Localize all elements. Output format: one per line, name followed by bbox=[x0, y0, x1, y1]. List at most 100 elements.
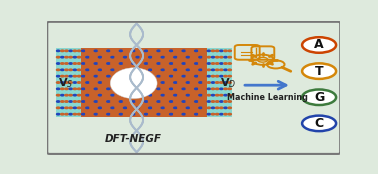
Circle shape bbox=[169, 56, 173, 58]
Text: Machine Learning: Machine Learning bbox=[226, 93, 307, 102]
Circle shape bbox=[224, 75, 227, 77]
Circle shape bbox=[111, 50, 114, 52]
Circle shape bbox=[224, 107, 227, 109]
Circle shape bbox=[65, 50, 68, 52]
Circle shape bbox=[203, 50, 206, 52]
Circle shape bbox=[199, 69, 202, 71]
Circle shape bbox=[77, 113, 81, 115]
Circle shape bbox=[73, 63, 76, 64]
Circle shape bbox=[98, 113, 102, 115]
Circle shape bbox=[186, 101, 189, 102]
Circle shape bbox=[191, 88, 194, 90]
Circle shape bbox=[102, 94, 106, 96]
Circle shape bbox=[215, 94, 219, 96]
Circle shape bbox=[86, 94, 89, 96]
Circle shape bbox=[149, 69, 152, 71]
Circle shape bbox=[191, 63, 194, 64]
Circle shape bbox=[203, 113, 206, 115]
Circle shape bbox=[98, 94, 102, 96]
Circle shape bbox=[199, 94, 202, 96]
Circle shape bbox=[90, 69, 93, 71]
Circle shape bbox=[199, 101, 202, 102]
Circle shape bbox=[57, 88, 60, 90]
Circle shape bbox=[153, 101, 156, 102]
Circle shape bbox=[132, 101, 135, 102]
Circle shape bbox=[61, 94, 64, 96]
Circle shape bbox=[165, 50, 169, 52]
Circle shape bbox=[199, 82, 202, 83]
Circle shape bbox=[119, 56, 122, 58]
Circle shape bbox=[98, 56, 102, 58]
Circle shape bbox=[211, 113, 215, 115]
Circle shape bbox=[65, 113, 68, 115]
Circle shape bbox=[60, 113, 64, 115]
Circle shape bbox=[65, 69, 68, 71]
Circle shape bbox=[211, 75, 215, 77]
Text: G: G bbox=[314, 91, 324, 104]
Circle shape bbox=[69, 63, 72, 64]
Circle shape bbox=[207, 56, 211, 58]
Circle shape bbox=[90, 63, 93, 64]
Circle shape bbox=[140, 101, 144, 102]
Circle shape bbox=[157, 76, 160, 77]
Circle shape bbox=[228, 101, 231, 102]
Circle shape bbox=[203, 101, 206, 102]
Circle shape bbox=[195, 94, 198, 96]
Circle shape bbox=[191, 56, 194, 58]
Circle shape bbox=[65, 75, 68, 77]
Circle shape bbox=[178, 82, 181, 83]
Circle shape bbox=[186, 94, 189, 96]
Circle shape bbox=[94, 63, 98, 64]
Circle shape bbox=[115, 69, 118, 71]
Circle shape bbox=[165, 63, 169, 64]
Circle shape bbox=[98, 50, 102, 52]
Circle shape bbox=[153, 56, 156, 58]
Circle shape bbox=[102, 88, 106, 90]
Circle shape bbox=[57, 113, 60, 115]
Circle shape bbox=[56, 82, 60, 83]
Circle shape bbox=[153, 69, 156, 71]
Circle shape bbox=[107, 101, 110, 102]
Circle shape bbox=[102, 69, 106, 71]
Circle shape bbox=[86, 82, 89, 83]
Circle shape bbox=[132, 56, 135, 58]
Circle shape bbox=[65, 63, 68, 64]
Circle shape bbox=[161, 56, 164, 58]
Circle shape bbox=[111, 56, 114, 58]
Circle shape bbox=[111, 63, 114, 64]
Circle shape bbox=[149, 113, 152, 115]
Circle shape bbox=[94, 101, 98, 102]
Circle shape bbox=[211, 69, 215, 71]
Circle shape bbox=[174, 63, 177, 64]
Circle shape bbox=[82, 69, 85, 71]
Circle shape bbox=[182, 88, 185, 90]
Circle shape bbox=[94, 88, 98, 90]
Circle shape bbox=[98, 107, 102, 109]
Circle shape bbox=[82, 82, 85, 83]
Circle shape bbox=[94, 76, 98, 77]
Circle shape bbox=[102, 82, 106, 83]
Circle shape bbox=[136, 113, 139, 115]
Circle shape bbox=[186, 75, 189, 77]
Circle shape bbox=[56, 56, 60, 58]
Circle shape bbox=[98, 69, 102, 71]
Circle shape bbox=[149, 101, 152, 102]
Circle shape bbox=[128, 113, 131, 115]
Circle shape bbox=[69, 101, 72, 102]
Circle shape bbox=[82, 107, 85, 109]
Circle shape bbox=[174, 50, 177, 52]
Circle shape bbox=[94, 107, 98, 109]
Circle shape bbox=[77, 56, 81, 58]
Circle shape bbox=[136, 56, 139, 58]
Circle shape bbox=[220, 50, 223, 52]
Circle shape bbox=[136, 101, 139, 102]
Text: A: A bbox=[314, 38, 324, 52]
Circle shape bbox=[191, 82, 194, 83]
Circle shape bbox=[195, 69, 198, 71]
Circle shape bbox=[178, 50, 181, 52]
Circle shape bbox=[203, 107, 206, 109]
Circle shape bbox=[228, 94, 231, 96]
Circle shape bbox=[203, 69, 206, 71]
Circle shape bbox=[56, 107, 60, 109]
Circle shape bbox=[182, 113, 185, 115]
